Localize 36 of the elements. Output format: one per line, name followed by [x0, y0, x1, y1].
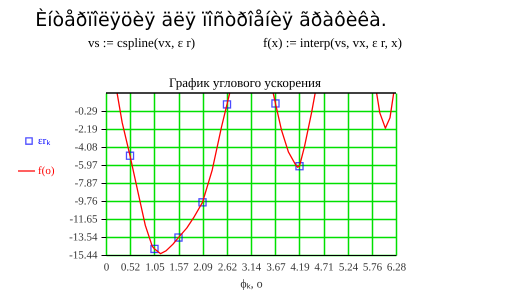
- x-tick-label: 0: [104, 262, 110, 274]
- x-tick-label: 5.24: [338, 262, 359, 274]
- x-tick-label: 3.67: [266, 262, 286, 274]
- point: [271, 99, 280, 108]
- y-tick-label: -13.54: [69, 231, 98, 244]
- point: [150, 244, 159, 254]
- x-tick-label: 3.14: [242, 262, 262, 274]
- x-tick-label: 5.76: [362, 262, 383, 274]
- x-tick-label: 1.57: [169, 262, 190, 274]
- y-tick-label: -11.65: [69, 213, 98, 226]
- point: [174, 233, 183, 242]
- legend-label: εrₖ: [38, 135, 50, 147]
- point: [126, 152, 134, 160]
- x-tick-label: 0.52: [120, 262, 140, 274]
- text: f(x) := interp(vs, vx, ε r, x): [263, 35, 402, 50]
- y-tick-label: -5.97: [74, 159, 98, 172]
- y-tick-label: -0.29: [74, 105, 98, 118]
- y-tick-label: -4.08: [74, 142, 98, 154]
- y-tick-label: -15.44: [69, 250, 98, 262]
- y-tick-label: -9.76: [74, 196, 98, 208]
- x-tick-label: 2.09: [193, 262, 214, 274]
- x-axis-title: ϕₖ, o: [240, 276, 263, 290]
- text: Èíòåðïîëÿöèÿ äëÿ ïîñòðîåíèÿ ãðàôèêà.: [35, 8, 387, 31]
- y-tick-label: -7.87: [74, 178, 98, 190]
- x-tick-label: 1.05: [145, 262, 166, 274]
- y-tick-label: -2.19: [74, 124, 98, 136]
- chart-title: График углового ускорения: [169, 75, 321, 90]
- point: [198, 198, 207, 207]
- x-tick-label: 4.19: [290, 262, 310, 274]
- x-tick-label: 6.28: [386, 262, 407, 274]
- legend-label: f(o): [38, 165, 55, 177]
- text: vs := cspline(vx, ε r): [88, 35, 196, 50]
- x-tick-label: 4.71: [314, 262, 334, 274]
- point: [222, 100, 232, 109]
- point: [295, 162, 304, 170]
- x-tick-label: 2.62: [218, 262, 238, 274]
